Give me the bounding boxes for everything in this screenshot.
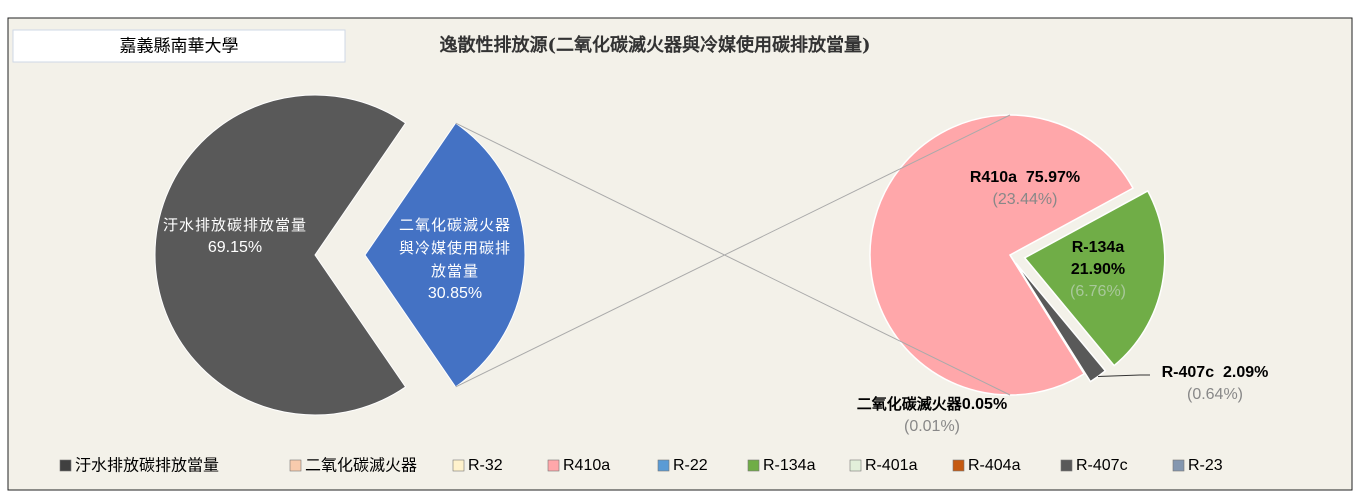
legend-label: R-22	[673, 457, 708, 474]
legend-swatch	[747, 459, 760, 472]
legend-swatch	[657, 459, 670, 472]
value-label: 75.97%	[1025, 169, 1081, 186]
legend-swatch	[547, 459, 560, 472]
share-label: (0.01%)	[903, 418, 961, 435]
legend-swatch	[289, 459, 302, 472]
legend-swatch	[849, 459, 862, 472]
leader-line	[1098, 374, 1150, 377]
legend-swatch	[59, 459, 72, 472]
pie-slice	[154, 94, 407, 416]
pie-label: 汙水排放碳排放當量 69.15%	[160, 214, 310, 259]
legend-swatch	[1060, 459, 1073, 472]
pie-slice	[1009, 254, 1086, 375]
value-label: 21.90%	[1070, 261, 1126, 278]
connector-line	[455, 114, 1011, 388]
category-label: R-407c	[1161, 364, 1215, 381]
legend-label: R-32	[468, 457, 503, 474]
share-label: (23.44%)	[992, 191, 1058, 208]
pie-slice	[869, 114, 1135, 396]
legend-label: R-23	[1188, 457, 1223, 474]
value-label: 2.09%	[1223, 364, 1269, 381]
category-label: 二氧化碳滅火器	[856, 395, 962, 413]
legend-label: R-404a	[968, 457, 1021, 474]
category-label: 二氧化碳滅火器與冷媒使用碳排放當量	[398, 216, 511, 280]
legend-label: R-407c	[1076, 457, 1128, 474]
legend-label: 汙水排放碳排放當量	[75, 456, 219, 475]
pie-label: 二氧化碳滅火器0.05% (0.01%)	[812, 393, 1052, 438]
legend-label: R410a	[563, 457, 610, 474]
share-label: (6.76%)	[1069, 283, 1127, 300]
legend-label: R-134a	[763, 457, 816, 474]
pie-label: R-134a 21.90% (6.76%)	[978, 237, 1218, 303]
value-label: 0.05%	[961, 396, 1008, 413]
category-label: 汙水排放碳排放當量	[162, 216, 307, 234]
header-box	[12, 29, 346, 63]
share-label: (0.64%)	[1186, 386, 1244, 403]
pie-slice	[364, 122, 526, 388]
pie-label: R410a 75.97% (23.44%)	[905, 167, 1145, 211]
connector-line	[455, 122, 1011, 396]
category-label: R-134a	[1071, 239, 1125, 256]
pie-slice	[1023, 189, 1166, 367]
legend-swatch	[952, 459, 965, 472]
value-label: 69.15%	[207, 239, 263, 256]
category-label: R410a	[969, 169, 1017, 186]
value-label: 30.85%	[427, 285, 483, 302]
legend-swatch	[452, 459, 465, 472]
legend-label: R-401a	[865, 457, 918, 474]
pie-label: R-407c 2.09% (0.64%)	[1095, 362, 1335, 406]
pie-slice	[1015, 262, 1107, 383]
pie-label: 二氧化碳滅火器與冷媒使用碳排放當量 30.85%	[392, 214, 518, 305]
header: 嘉義縣南華大學	[120, 37, 239, 57]
legend-label: 二氧化碳滅火器	[305, 456, 417, 475]
chart-title: 逸散性排放源(二氧化碳滅火器與冷媒使用碳排放當量)	[439, 34, 870, 56]
legend-swatch	[1172, 459, 1185, 472]
